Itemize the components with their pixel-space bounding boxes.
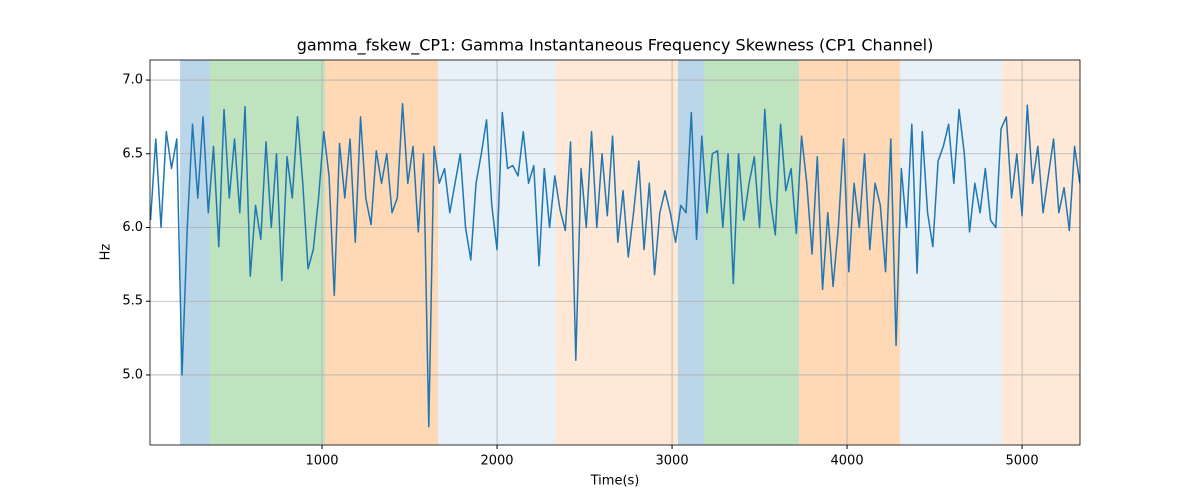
chart-title: gamma_fskew_CP1: Gamma Instantaneous Fre… <box>297 36 934 56</box>
y-tick-label: 5.0 <box>122 367 143 382</box>
x-tick-label: 2000 <box>480 454 513 469</box>
y-tick-label: 7.0 <box>122 73 143 88</box>
y-tick-label: 6.0 <box>122 220 143 235</box>
shaded-span <box>180 60 211 445</box>
shaded-span <box>325 60 439 445</box>
x-axis-label: Time(s) <box>590 474 640 489</box>
y-tick-label: 6.5 <box>122 146 143 161</box>
y-axis-label: Hz <box>99 244 114 261</box>
x-tick-label: 1000 <box>305 454 338 469</box>
data-line <box>149 102 1081 428</box>
x-tick-label: 4000 <box>831 454 864 469</box>
shaded-span <box>556 60 679 445</box>
x-tick-label: 5000 <box>1006 454 1039 469</box>
shaded-span <box>1002 60 1080 445</box>
shaded-span <box>704 60 800 445</box>
shaded-span <box>900 60 1003 445</box>
shaded-span <box>210 60 326 445</box>
x-tick-label: 3000 <box>656 454 689 469</box>
y-tick-label: 5.5 <box>122 294 143 309</box>
plot-frame <box>149 59 1081 446</box>
